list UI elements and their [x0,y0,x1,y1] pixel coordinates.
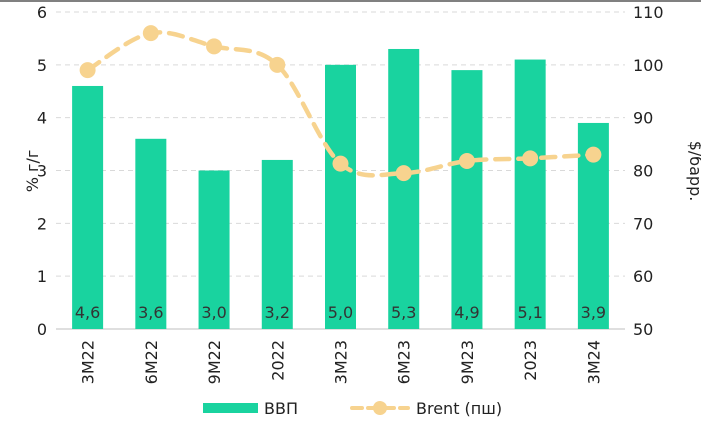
bar [388,48,420,329]
y-tick-label: 5 [37,56,47,75]
brent-line-path [85,30,596,178]
bar-data-labels: 4,6 3,6 3,0 3,2 5,0 5,3 4,9 5,1 3,9 [75,303,606,322]
left-axis-ticks: 0 1 2 3 4 5 6 [37,3,47,339]
brent-point [332,155,349,172]
y2-tick-label: 80 [633,162,653,181]
gdp-bars [72,48,609,330]
y2-tick-label: 50 [633,320,653,339]
y2-tick-label: 90 [633,109,653,128]
x-tick-label: 3М23 [332,340,351,384]
y-tick-label: 4 [37,109,47,128]
brent-point [522,150,539,167]
bar [72,85,104,329]
brent-point [142,25,159,42]
bar-data-label: 5,1 [517,303,542,322]
bar-data-label: 3,9 [581,303,606,322]
legend: ВВП Brent (пш) [0,396,701,420]
legend-bar-swatch [203,403,258,413]
bar [514,59,546,330]
brent-point [395,165,412,182]
x-tick-label: 6М23 [395,340,414,384]
legend-label-gdp: ВВП [264,398,298,418]
legend-item-brent: Brent (пш) [350,396,502,420]
bar [451,70,483,329]
bar [325,64,356,329]
y-tick-label: 3 [37,162,47,181]
right-axis-ticks: 50 60 70 80 90 100 110 [633,3,664,339]
bar-data-label: 3,0 [201,303,226,322]
brent-line [79,25,602,182]
brent-point [269,56,286,73]
y-tick-label: 0 [37,320,47,339]
x-tick-label: 9М23 [458,340,477,384]
x-axis-ticks: 3М22 6М22 9М22 2022 3М23 6М23 9М23 2023 3М24 [79,340,604,384]
legend-line-swatch [350,401,410,415]
bar-data-label: 3,2 [265,303,290,322]
x-tick-label: 6М22 [142,340,161,384]
brent-point [79,62,96,79]
bar [135,138,167,329]
brent-point [206,38,223,55]
legend-item-gdp: ВВП [203,396,298,420]
y2-tick-label: 70 [633,214,653,233]
legend-label-brent: Brent (пш) [416,398,503,418]
bar-data-label: 4,6 [75,303,100,322]
x-tick-label: 2022 [268,340,287,381]
y-tick-label: 6 [37,3,47,22]
bar [261,159,293,329]
brent-point [458,152,475,169]
bar-data-label: 5,0 [328,303,353,322]
x-tick-label: 3М24 [584,340,603,384]
x-tick-label: 9М22 [205,340,224,384]
y-tick-label: 1 [37,267,47,286]
y-axis-title: % г/г [23,150,42,193]
bar-data-label: 4,9 [454,303,479,322]
bar-data-label: 3,6 [138,303,163,322]
x-tick-label: 2023 [521,340,540,381]
brent-point [585,146,602,163]
y2-tick-label: 60 [633,267,653,286]
y-tick-label: 2 [37,214,47,233]
bar-data-label: 5,3 [391,303,416,322]
y2-tick-label: 110 [633,3,664,22]
y2-axis-title: $/барр. [686,141,701,202]
y2-tick-label: 100 [633,56,664,75]
x-tick-label: 3М22 [79,340,98,384]
bar [198,170,230,329]
